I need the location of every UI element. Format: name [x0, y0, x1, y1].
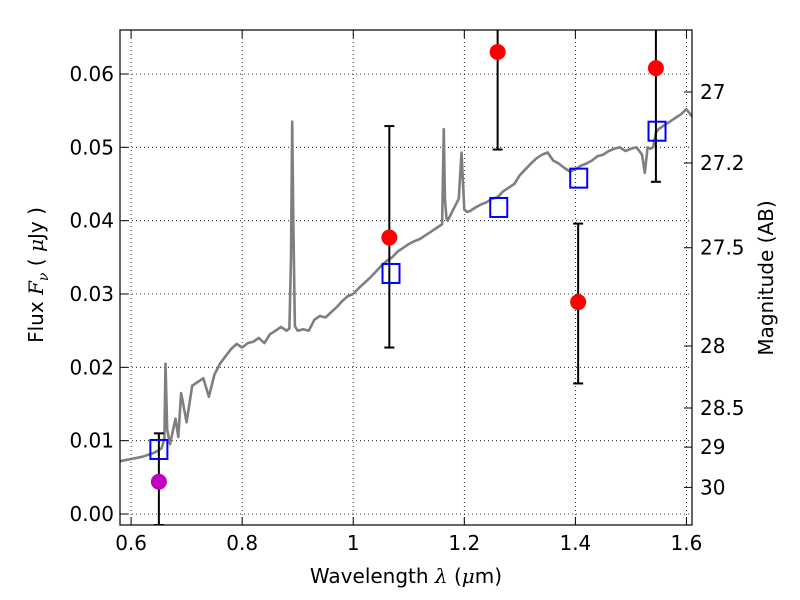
y2-tick-label: 28	[700, 334, 725, 358]
y-tick-label: 0.05	[69, 135, 114, 159]
y-tick-label: 0.06	[69, 62, 114, 86]
plot-area	[120, 30, 692, 525]
x-tick-label: 1	[347, 531, 360, 555]
photometry-point	[489, 44, 506, 60]
grid-lines	[120, 30, 692, 525]
model-point	[647, 120, 667, 142]
x-axis-title: Wavelength λ (μm)	[310, 564, 502, 588]
y2-tick-label: 28.5	[700, 396, 745, 420]
x-tick-label: 1.2	[448, 531, 480, 555]
y2-tick-label: 27.5	[700, 236, 745, 260]
spectrum-line	[120, 107, 692, 463]
y-tick-label: 0.03	[69, 282, 114, 306]
y-tick-label: 0.02	[69, 355, 114, 379]
x-tick-label: 1.4	[559, 531, 591, 555]
model-point	[381, 262, 401, 284]
photometry-point	[647, 60, 664, 77]
y2-axis-title: Magnitude (AB)	[754, 200, 778, 355]
y-tick-label: 0.00	[69, 502, 114, 526]
axis-ticks: 0.6 0.8 1 1.2 1.4 1.6 0.00 0.01 0.02 0.03 0.04 0.05…	[69, 30, 745, 555]
y-tick-label: 0.04	[69, 209, 114, 233]
x-tick-label: 1.6	[671, 531, 703, 555]
y2-tick-label: 27	[700, 80, 725, 104]
model-point	[569, 167, 589, 189]
plot-frame	[119, 29, 693, 526]
photometry-point	[150, 473, 167, 490]
model-point	[489, 196, 509, 218]
x-tick-label: 0.8	[226, 531, 258, 555]
y-axis-title: Flux Fν ( μJy )	[24, 207, 52, 343]
model-point	[149, 438, 169, 460]
y-tick-label: 0.01	[69, 429, 114, 453]
y2-tick-label: 27.2	[700, 151, 745, 175]
y2-tick-label: 29	[700, 435, 725, 459]
x-tick-label: 0.6	[115, 531, 147, 555]
photometry-point	[381, 229, 398, 246]
y2-tick-label: 30	[700, 475, 725, 499]
photometry-point	[570, 294, 587, 311]
